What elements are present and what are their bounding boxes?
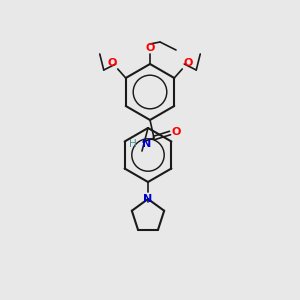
Text: N: N [142,139,151,149]
Text: N: N [143,194,153,204]
Text: O: O [107,58,117,68]
Text: O: O [172,127,182,137]
Text: H: H [129,139,137,149]
Text: O: O [145,43,155,53]
Text: O: O [183,58,193,68]
